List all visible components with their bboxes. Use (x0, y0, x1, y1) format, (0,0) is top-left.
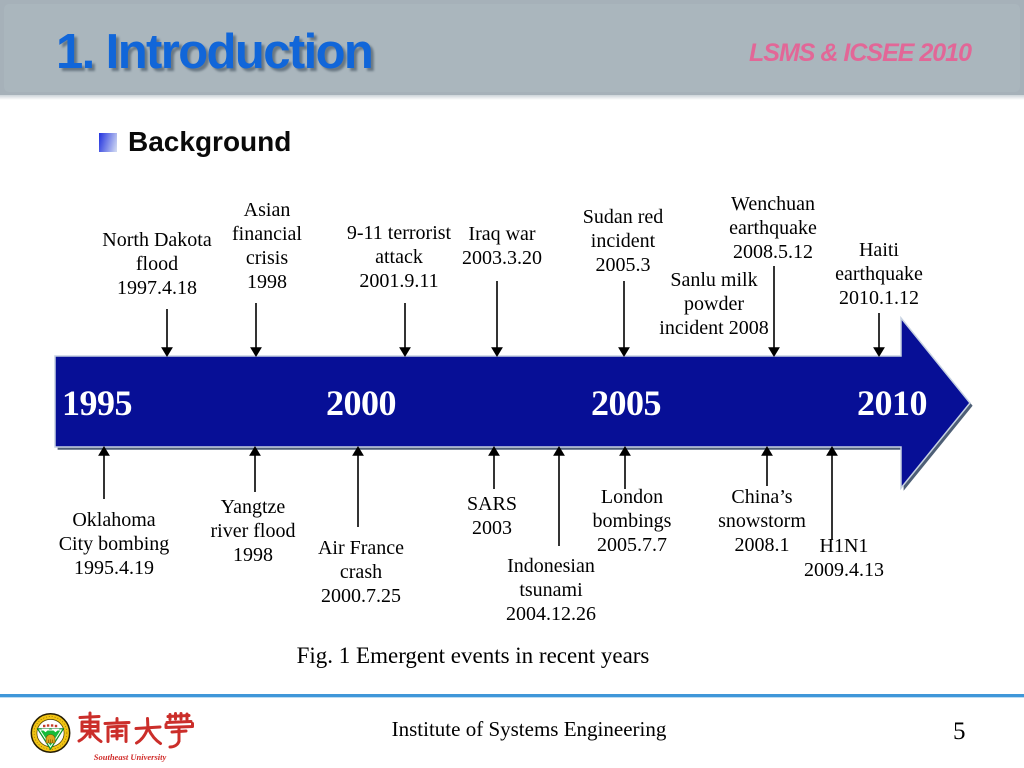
svg-text:1995: 1995 (62, 383, 132, 423)
svg-text:2005: 2005 (591, 383, 661, 423)
svg-text:Southeast University: Southeast University (94, 752, 167, 762)
svg-text:2010: 2010 (857, 383, 927, 423)
svg-text:2000: 2000 (326, 383, 396, 423)
